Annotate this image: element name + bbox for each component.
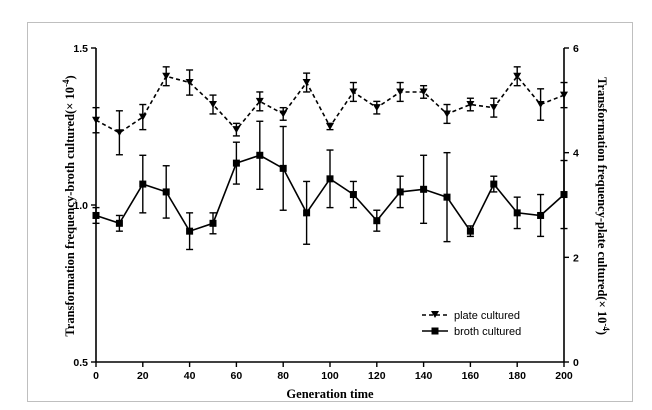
- data-point-plate-cultured: [396, 88, 405, 96]
- x-axis-label: Generation time: [286, 387, 374, 401]
- data-point-broth-cultured: [92, 211, 100, 219]
- data-point-plate-cultured: [302, 79, 311, 87]
- x-tick-label: 140: [415, 370, 433, 382]
- y-right-tick-label: 6: [573, 43, 579, 55]
- data-point-plate-cultured: [92, 116, 100, 124]
- data-point-plate-cultured: [349, 88, 358, 96]
- y-left-tick-label: 1.0: [73, 200, 88, 212]
- data-point-plate-cultured: [536, 101, 545, 109]
- data-point-broth-cultured: [537, 211, 545, 219]
- data-point-broth-cultured: [115, 219, 123, 227]
- data-point-plate-cultured: [255, 97, 264, 105]
- x-tick-label: 0: [93, 370, 99, 382]
- y-left-tick-label: 1.5: [73, 43, 88, 55]
- x-tick-label: 40: [184, 370, 196, 382]
- x-tick-label: 20: [137, 370, 149, 382]
- legend-label-broth: broth cultured: [454, 326, 521, 338]
- data-point-plate-cultured: [513, 72, 522, 80]
- legend-marker-broth: [431, 327, 439, 335]
- legend-label-plate: plate cultured: [454, 310, 520, 322]
- axes: 0 20 40 60 80 100 120 140 160 180 200 0.5 1.0 1.5 0 2 4 6: [73, 43, 579, 382]
- data-point-broth-cultured: [139, 180, 147, 188]
- data-point-broth-cultured: [490, 180, 498, 188]
- data-point-plate-cultured: [443, 110, 451, 118]
- data-point-plate-cultured: [115, 129, 124, 137]
- data-point-plate-cultured: [232, 126, 241, 134]
- x-tick-label: 200: [555, 370, 573, 382]
- series-plate-cultured: [92, 66, 568, 156]
- y-left-tick-label: 0.5: [73, 357, 88, 369]
- data-point-broth-cultured: [560, 191, 568, 199]
- data-point-broth-cultured: [466, 227, 474, 235]
- data-point-broth-cultured: [279, 164, 287, 172]
- y-right-tick-label: 0: [573, 357, 579, 369]
- series-layer: [92, 66, 568, 251]
- data-point-broth-cultured: [209, 219, 217, 227]
- x-tick-label: 80: [277, 370, 289, 382]
- data-point-plate-cultured: [279, 110, 288, 118]
- data-point-plate-cultured: [466, 101, 475, 109]
- y-axis-left-label: Transformation frequency-broth cultured(…: [61, 75, 77, 336]
- x-tick-label: 180: [508, 370, 526, 382]
- data-point-broth-cultured: [396, 188, 404, 196]
- data-point-plate-cultured: [209, 101, 217, 109]
- data-point-broth-cultured: [373, 217, 381, 225]
- x-tick-label: 60: [231, 370, 243, 382]
- data-point-plate-cultured: [372, 104, 381, 112]
- data-point-plate-cultured: [419, 88, 428, 96]
- data-point-broth-cultured: [420, 185, 428, 193]
- x-tick-label: 120: [368, 370, 386, 382]
- data-point-broth-cultured: [232, 159, 240, 167]
- data-point-plate-cultured: [560, 91, 568, 99]
- data-point-broth-cultured: [326, 175, 334, 183]
- y-axis-right-label: Transformation frequency-plate cultured(…: [595, 77, 611, 335]
- data-point-broth-cultured: [186, 227, 194, 235]
- legend: plate cultured broth cultured: [422, 310, 521, 338]
- data-point-plate-cultured: [185, 79, 194, 87]
- x-tick-label: 160: [462, 370, 480, 382]
- data-point-plate-cultured: [138, 113, 147, 121]
- figure-frame: [27, 22, 633, 402]
- data-point-plate-cultured: [326, 123, 334, 130]
- data-point-broth-cultured: [513, 209, 521, 217]
- data-point-plate-cultured: [162, 72, 171, 80]
- data-point-broth-cultured: [256, 151, 264, 159]
- legend-marker-plate: [431, 311, 439, 318]
- data-point-broth-cultured: [443, 193, 451, 201]
- x-tick-label: 100: [321, 370, 339, 382]
- y-right-tick-label: 2: [573, 252, 579, 264]
- data-point-broth-cultured: [303, 209, 311, 217]
- series-broth-cultured: [92, 120, 568, 251]
- data-point-plate-cultured: [489, 104, 498, 112]
- y-right-tick-label: 4: [573, 148, 579, 160]
- data-point-broth-cultured: [349, 191, 357, 199]
- data-point-broth-cultured: [162, 188, 170, 196]
